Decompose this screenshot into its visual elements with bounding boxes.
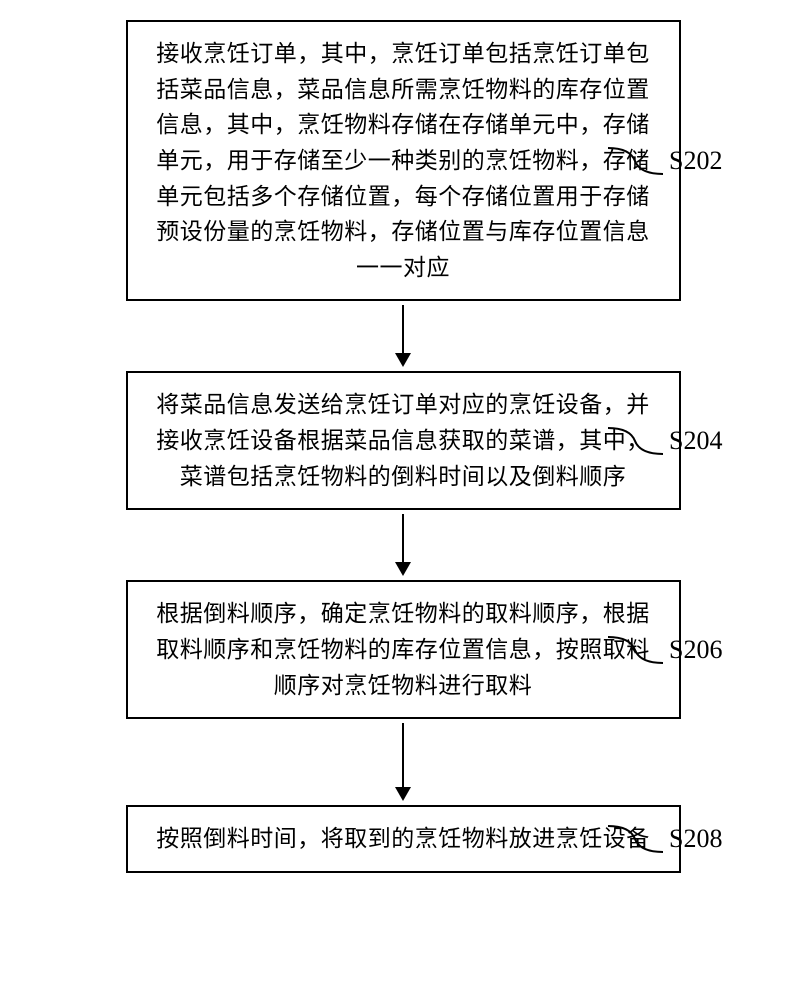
flow-step: 根据倒料顺序，确定烹饪物料的取料顺序，根据取料顺序和烹饪物料的库存位置信息，按照… [0, 580, 806, 719]
connector-curve-icon [608, 424, 663, 458]
step-box-s208: 按照倒料时间，将取到的烹饪物料放进烹饪设备 [126, 805, 681, 873]
label-connector: S202 [608, 144, 722, 178]
step-text: 按照倒料时间，将取到的烹饪物料放进烹饪设备 [146, 821, 661, 857]
label-connector: S208 [608, 822, 722, 856]
arrow-down-icon [391, 305, 415, 367]
step-label: S204 [669, 426, 722, 456]
flow-arrow [391, 305, 415, 367]
connector-curve-icon [608, 144, 663, 178]
step-text: 接收烹饪订单，其中，烹饪订单包括烹饪订单包括菜品信息，菜品信息所需烹饪物料的库存… [146, 36, 661, 285]
step-text: 将菜品信息发送给烹饪订单对应的烹饪设备，并接收烹饪设备根据菜品信息获取的菜谱，其… [146, 387, 661, 494]
flowchart-container: 接收烹饪订单，其中，烹饪订单包括烹饪订单包括菜品信息，菜品信息所需烹饪物料的库存… [0, 0, 806, 873]
step-box-s206: 根据倒料顺序，确定烹饪物料的取料顺序，根据取料顺序和烹饪物料的库存位置信息，按照… [126, 580, 681, 719]
flow-arrow [391, 514, 415, 576]
step-label: S206 [669, 635, 722, 665]
label-connector: S204 [608, 424, 722, 458]
flow-step: 接收烹饪订单，其中，烹饪订单包括烹饪订单包括菜品信息，菜品信息所需烹饪物料的库存… [0, 20, 806, 301]
arrow-down-icon [391, 723, 415, 801]
flow-step: 按照倒料时间，将取到的烹饪物料放进烹饪设备 S208 [0, 805, 806, 873]
step-box-s204: 将菜品信息发送给烹饪订单对应的烹饪设备，并接收烹饪设备根据菜品信息获取的菜谱，其… [126, 371, 681, 510]
arrow-down-icon [391, 514, 415, 576]
step-label: S202 [669, 146, 722, 176]
connector-curve-icon [608, 633, 663, 667]
step-box-s202: 接收烹饪订单，其中，烹饪订单包括烹饪订单包括菜品信息，菜品信息所需烹饪物料的库存… [126, 20, 681, 301]
flow-arrow [391, 723, 415, 801]
connector-curve-icon [608, 822, 663, 856]
flow-step: 将菜品信息发送给烹饪订单对应的烹饪设备，并接收烹饪设备根据菜品信息获取的菜谱，其… [0, 371, 806, 510]
step-label: S208 [669, 824, 722, 854]
step-text: 根据倒料顺序，确定烹饪物料的取料顺序，根据取料顺序和烹饪物料的库存位置信息，按照… [146, 596, 661, 703]
label-connector: S206 [608, 633, 722, 667]
